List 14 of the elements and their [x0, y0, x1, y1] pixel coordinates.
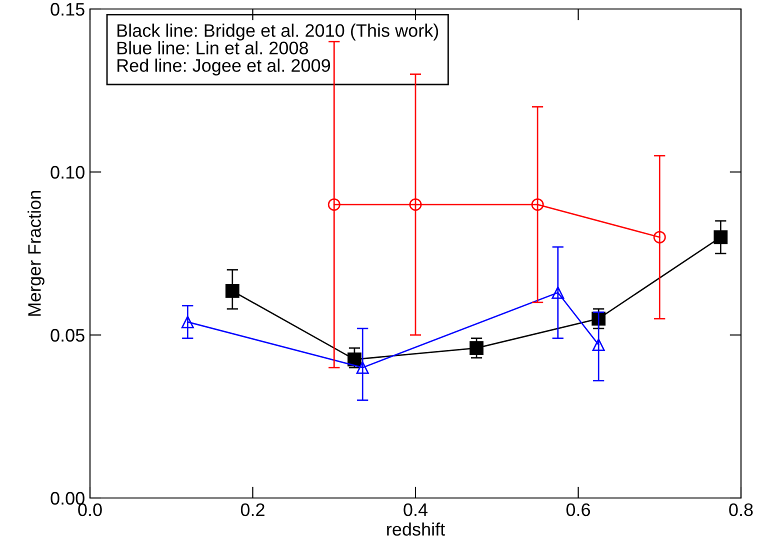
y-tick-label: 0.05: [50, 328, 84, 342]
y-tick-label: 0.15: [50, 2, 84, 16]
y-axis-title: Merger Fraction: [28, 190, 44, 316]
x-tick-label: 0.6: [566, 503, 590, 516]
annotation: Red line: Jogee et al. 2009: [118, 58, 330, 76]
x-tick-label: 0.0: [78, 503, 102, 516]
annotation: Blue line: Lin et al. 2008: [118, 41, 308, 54]
x-tick-label: 0.2: [240, 503, 264, 516]
x-tick-label: 0.4: [404, 503, 428, 516]
annotation: Black line: Bridge et al. 2010 (This work): [118, 24, 438, 40]
x-tick-label: 0.8: [729, 503, 753, 516]
y-tick-label: 0.10: [50, 166, 84, 179]
y-tick-label: 0.00: [50, 492, 84, 505]
x-axis-title: redshift: [387, 522, 445, 536]
